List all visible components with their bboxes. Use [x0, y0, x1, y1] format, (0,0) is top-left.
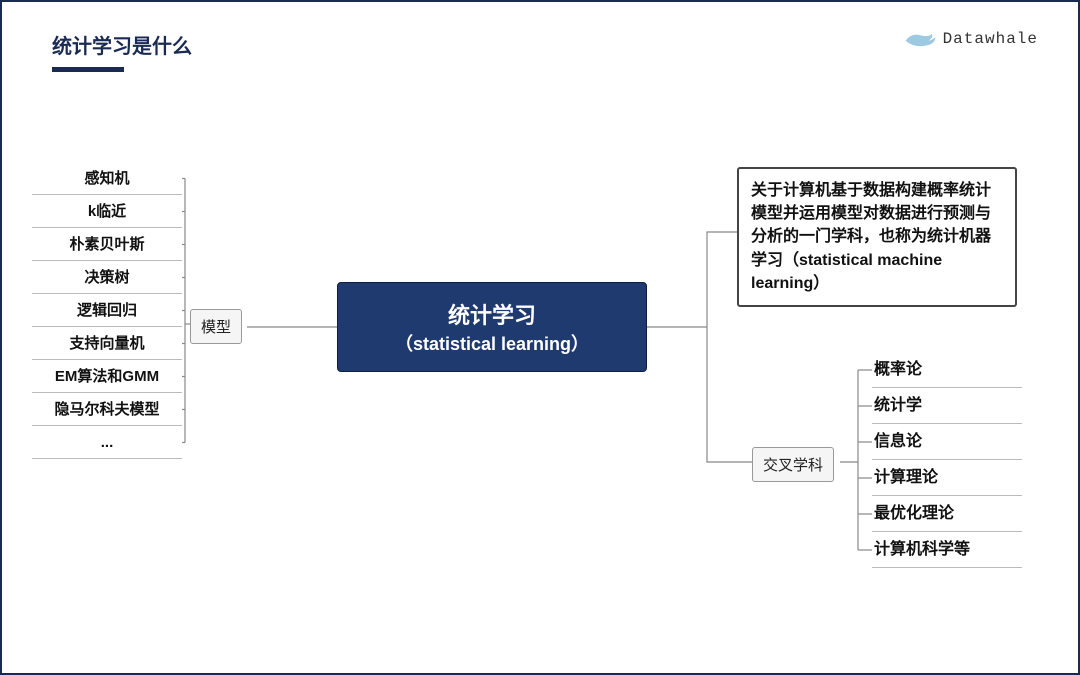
- list-item: 隐马尔科夫模型: [32, 393, 182, 426]
- list-item: 决策树: [32, 261, 182, 294]
- list-item: 逻辑回归: [32, 294, 182, 327]
- page-header: 统计学习是什么: [52, 30, 192, 72]
- diagram-canvas: 感知机k临近朴素贝叶斯决策树逻辑回归支持向量机EM算法和GMM隐马尔科夫模型..…: [2, 152, 1080, 632]
- list-item: 概率论: [872, 352, 1022, 388]
- branch-label-model: 模型: [190, 309, 242, 344]
- central-title: 统计学习: [448, 298, 536, 330]
- central-subtitle: （statistical learning）: [395, 330, 589, 356]
- list-item: 统计学: [872, 388, 1022, 424]
- title-underline: [52, 67, 124, 72]
- list-item: 感知机: [32, 162, 182, 195]
- list-item: 支持向量机: [32, 327, 182, 360]
- brand-area: Datawhale: [903, 28, 1038, 50]
- list-item: ...: [32, 426, 182, 459]
- central-node: 统计学习 （statistical learning）: [337, 282, 647, 372]
- whale-icon: [903, 28, 937, 50]
- description-box: 关于计算机基于数据构建概率统计模型并运用模型对数据进行预测与分析的一门学科，也称…: [737, 167, 1017, 307]
- branch-label-cross: 交叉学科: [752, 447, 834, 482]
- list-item: 最优化理论: [872, 496, 1022, 532]
- list-item: 信息论: [872, 424, 1022, 460]
- list-item: 计算机科学等: [872, 532, 1022, 568]
- list-item: k临近: [32, 195, 182, 228]
- list-item: 朴素贝叶斯: [32, 228, 182, 261]
- cross-items-list: 概率论统计学信息论计算理论最优化理论计算机科学等: [872, 352, 1022, 568]
- brand-name: Datawhale: [943, 30, 1038, 48]
- list-item: EM算法和GMM: [32, 360, 182, 393]
- list-item: 计算理论: [872, 460, 1022, 496]
- page-title: 统计学习是什么: [52, 30, 192, 59]
- left-items-list: 感知机k临近朴素贝叶斯决策树逻辑回归支持向量机EM算法和GMM隐马尔科夫模型..…: [32, 162, 182, 459]
